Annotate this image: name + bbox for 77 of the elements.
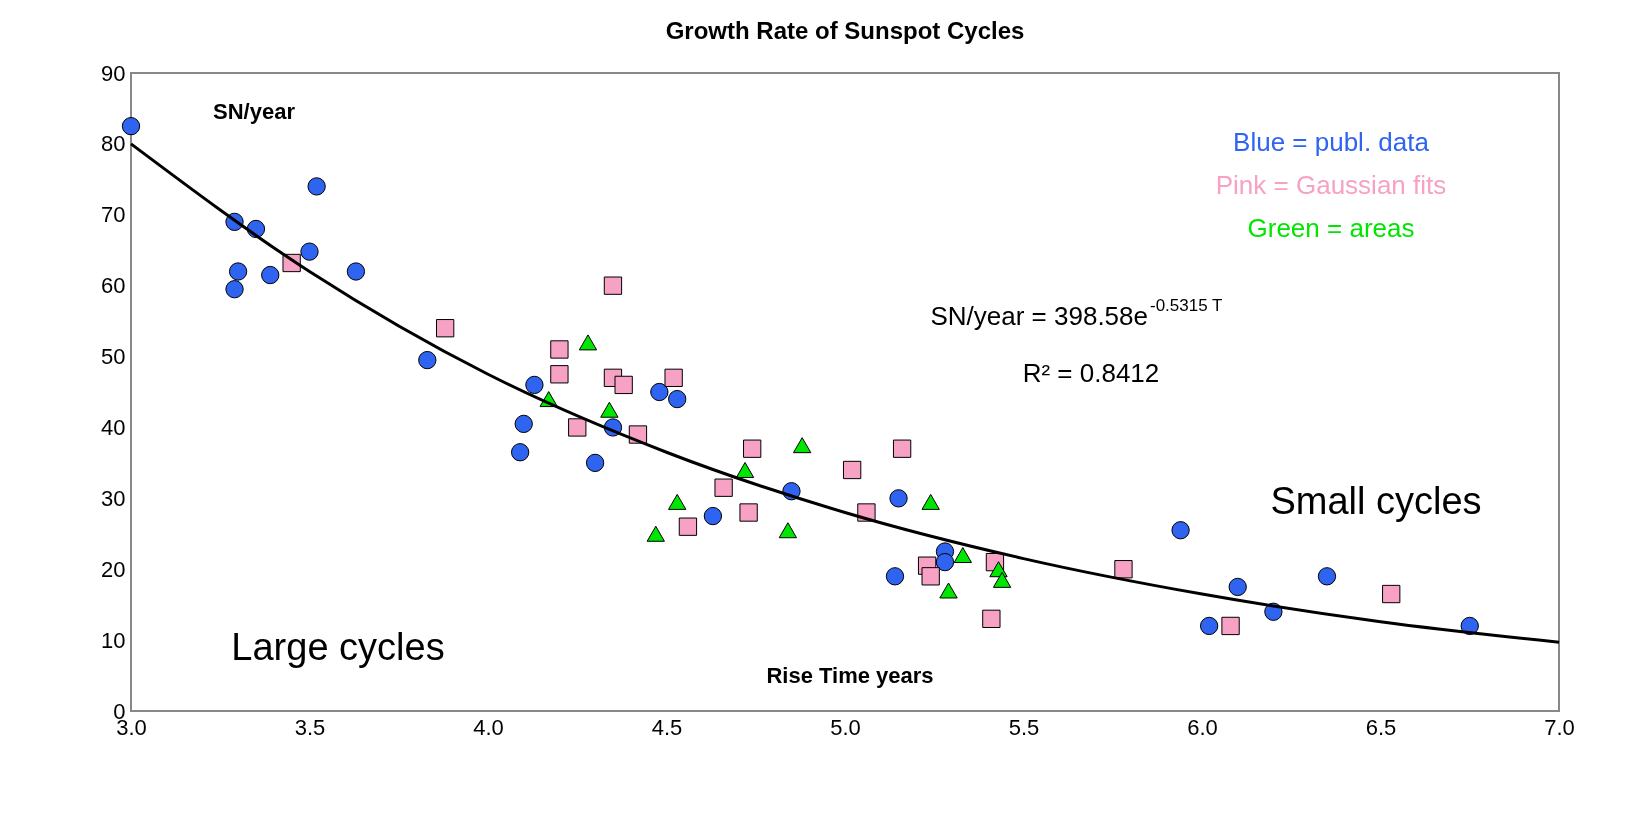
point bbox=[939, 582, 958, 599]
point bbox=[525, 375, 544, 395]
point bbox=[1114, 560, 1133, 579]
point bbox=[646, 525, 665, 542]
point bbox=[778, 522, 798, 539]
y-tick-label: 60 bbox=[101, 273, 126, 299]
point bbox=[889, 489, 908, 508]
y-tick-label: 10 bbox=[101, 627, 126, 653]
point bbox=[892, 439, 912, 458]
text: Green = areas bbox=[1247, 213, 1415, 243]
point bbox=[550, 365, 569, 384]
point bbox=[514, 414, 533, 434]
x-tick-label: 6.0 bbox=[1187, 714, 1218, 740]
point bbox=[578, 334, 598, 351]
point bbox=[650, 382, 669, 402]
point bbox=[1228, 577, 1247, 597]
point bbox=[225, 280, 244, 299]
y-tick-label: 80 bbox=[101, 131, 126, 157]
x-tick-label: 4.0 bbox=[473, 714, 504, 740]
point bbox=[600, 401, 619, 418]
point bbox=[603, 276, 623, 295]
x-tick-label: 5.0 bbox=[830, 714, 861, 740]
point bbox=[953, 547, 972, 564]
point bbox=[735, 461, 755, 478]
point bbox=[935, 552, 955, 572]
x-tick-label: 6.5 bbox=[1365, 714, 1397, 740]
text: Blue = publ. data bbox=[1233, 127, 1430, 157]
point bbox=[1199, 616, 1219, 636]
y-axis-title: SN/year bbox=[213, 99, 296, 124]
point bbox=[885, 567, 905, 586]
point bbox=[614, 375, 633, 395]
point bbox=[664, 368, 683, 387]
point bbox=[585, 453, 605, 473]
annotation: Small cycles bbox=[1270, 480, 1482, 522]
point bbox=[678, 517, 698, 536]
chart-title: Growth Rate of Sunspot Cycles bbox=[665, 17, 1025, 44]
x-tick-label: 4.5 bbox=[651, 714, 683, 740]
point bbox=[921, 567, 940, 586]
point bbox=[510, 443, 530, 462]
point bbox=[793, 437, 812, 454]
y-tick-label: 70 bbox=[101, 202, 126, 228]
point bbox=[668, 389, 687, 409]
point bbox=[714, 478, 733, 497]
point bbox=[743, 439, 762, 458]
point bbox=[982, 609, 1001, 629]
x-tick-label: 3.5 bbox=[294, 714, 326, 740]
point bbox=[568, 418, 587, 437]
point bbox=[1317, 567, 1337, 586]
annotation: R² = 0.8412 bbox=[1022, 358, 1160, 388]
point bbox=[992, 571, 1012, 588]
y-tick-label: 40 bbox=[101, 414, 126, 440]
point bbox=[436, 319, 455, 338]
y-tick-label: 50 bbox=[101, 344, 126, 370]
point bbox=[307, 177, 326, 196]
point bbox=[921, 493, 940, 510]
point bbox=[261, 265, 280, 285]
point bbox=[228, 262, 248, 281]
point bbox=[550, 340, 569, 359]
x-tick-label: 5.5 bbox=[1008, 714, 1040, 740]
x-tick-label: 7.0 bbox=[1544, 714, 1575, 740]
y-tick-label: 90 bbox=[101, 60, 126, 86]
point bbox=[1171, 521, 1190, 540]
y-tick-label: 20 bbox=[101, 556, 126, 582]
point bbox=[703, 506, 723, 526]
point bbox=[418, 350, 437, 370]
y-tick-label: 30 bbox=[101, 485, 126, 511]
point bbox=[121, 117, 141, 136]
text: Pink = Gaussian fits bbox=[1215, 170, 1447, 200]
point bbox=[300, 242, 319, 261]
point bbox=[1221, 616, 1240, 636]
point bbox=[1382, 584, 1401, 604]
point bbox=[739, 503, 758, 522]
point bbox=[346, 262, 366, 281]
point bbox=[842, 460, 862, 480]
annotation: Large cycles bbox=[231, 626, 445, 668]
x-axis-title: Rise Time years bbox=[766, 663, 934, 688]
point bbox=[668, 493, 687, 510]
